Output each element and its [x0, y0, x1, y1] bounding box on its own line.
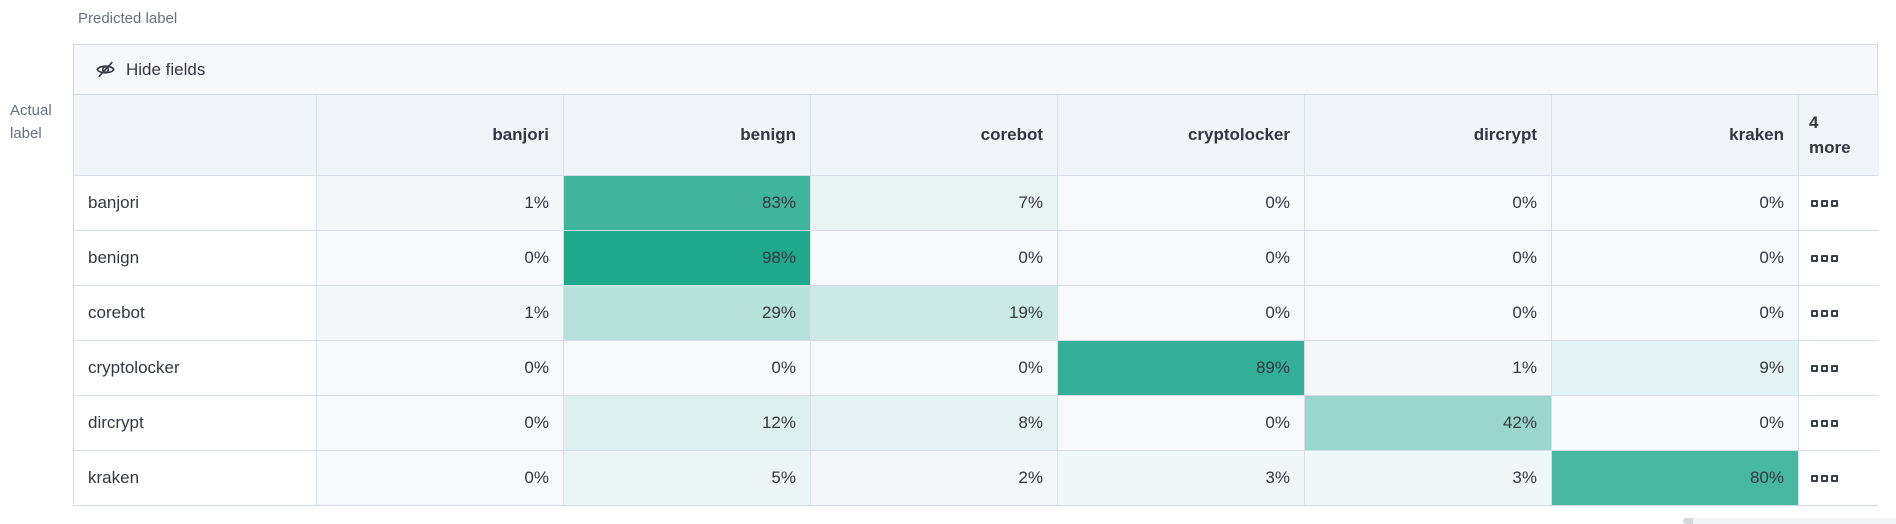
box-dot	[1821, 309, 1828, 317]
boxes-horizontal-icon[interactable]	[1799, 286, 1879, 340]
cell-kraken-kraken: 80%	[1552, 451, 1798, 505]
cell-cryptolocker-kraken: 9%	[1552, 341, 1798, 395]
row-label-banjori: banjori	[74, 176, 316, 230]
confusion-matrix-grid: banjori benign corebot cryptolocker dircrypt…	[74, 95, 1879, 505]
cell-dircrypt-kraken: 0%	[1552, 396, 1798, 450]
row-label-kraken: kraken	[74, 451, 316, 505]
box-dot	[1821, 419, 1828, 427]
cell-benign-corebot: 0%	[811, 231, 1057, 285]
scrollbar-thumb[interactable]	[1683, 518, 1693, 524]
column-header-kraken[interactable]: kraken	[1552, 95, 1798, 175]
boxes-horizontal-icon[interactable]	[1799, 396, 1879, 450]
cell-benign-kraken: 0%	[1552, 231, 1798, 285]
box-dot	[1811, 309, 1818, 317]
eye-closed-icon	[95, 59, 116, 80]
matrix-corner-cell	[74, 95, 316, 175]
cell-banjori-corebot: 7%	[811, 176, 1057, 230]
column-header-banjori[interactable]: banjori	[317, 95, 563, 175]
column-header-dircrypt[interactable]: dircrypt	[1305, 95, 1551, 175]
cell-benign-banjori: 0%	[317, 231, 563, 285]
cell-benign-benign: 98%	[564, 231, 810, 285]
cell-cryptolocker-banjori: 0%	[317, 341, 563, 395]
row-label-corebot: corebot	[74, 286, 316, 340]
box-dot	[1831, 364, 1838, 372]
cell-cryptolocker-cryptolocker: 89%	[1058, 341, 1304, 395]
hide-fields-button[interactable]: Hide fields	[74, 45, 1877, 95]
column-header-corebot[interactable]: corebot	[811, 95, 1057, 175]
box-dot	[1811, 364, 1818, 372]
cell-dircrypt-banjori: 0%	[317, 396, 563, 450]
cell-cryptolocker-corebot: 0%	[811, 341, 1057, 395]
box-dot	[1821, 364, 1828, 372]
cell-cryptolocker-benign: 0%	[564, 341, 810, 395]
confusion-matrix-panel: Hide fields banjori benign corebot cryptolo…	[73, 44, 1879, 506]
cell-kraken-corebot: 2%	[811, 451, 1057, 505]
cell-corebot-kraken: 0%	[1552, 286, 1798, 340]
cell-corebot-banjori: 1%	[317, 286, 563, 340]
box-dot	[1831, 474, 1838, 482]
row-label-dircrypt: dircrypt	[74, 396, 316, 450]
cell-dircrypt-benign: 12%	[564, 396, 810, 450]
cell-kraken-cryptolocker: 3%	[1058, 451, 1304, 505]
cell-kraken-banjori: 0%	[317, 451, 563, 505]
box-dot	[1821, 474, 1828, 482]
horizontal-scrollbar[interactable]	[1683, 518, 1896, 524]
boxes-horizontal-icon[interactable]	[1799, 341, 1879, 395]
box-dot	[1831, 199, 1838, 207]
column-header-benign[interactable]: benign	[564, 95, 810, 175]
cell-benign-cryptolocker: 0%	[1058, 231, 1304, 285]
box-dot	[1821, 254, 1828, 262]
hide-fields-label: Hide fields	[126, 59, 206, 79]
cell-dircrypt-cryptolocker: 0%	[1058, 396, 1304, 450]
cell-dircrypt-corebot: 8%	[811, 396, 1057, 450]
cell-corebot-cryptolocker: 0%	[1058, 286, 1304, 340]
column-header-cryptolocker[interactable]: cryptolocker	[1058, 95, 1304, 175]
boxes-horizontal-icon[interactable]	[1799, 176, 1879, 230]
box-dot	[1811, 474, 1818, 482]
row-label-cryptolocker: cryptolocker	[74, 341, 316, 395]
row-label-benign: benign	[74, 231, 316, 285]
boxes-horizontal-icon[interactable]	[1799, 451, 1879, 505]
cell-corebot-benign: 29%	[564, 286, 810, 340]
box-dot	[1831, 254, 1838, 262]
cell-banjori-banjori: 1%	[317, 176, 563, 230]
box-dot	[1821, 199, 1828, 207]
cell-cryptolocker-dircrypt: 1%	[1305, 341, 1551, 395]
cell-corebot-dircrypt: 0%	[1305, 286, 1551, 340]
box-dot	[1831, 419, 1838, 427]
cell-banjori-cryptolocker: 0%	[1058, 176, 1304, 230]
cell-kraken-benign: 5%	[564, 451, 810, 505]
cell-corebot-corebot: 19%	[811, 286, 1057, 340]
box-dot	[1811, 199, 1818, 207]
cell-kraken-dircrypt: 3%	[1305, 451, 1551, 505]
boxes-horizontal-icon[interactable]	[1799, 231, 1879, 285]
predicted-axis-label: Predicted label	[78, 10, 178, 27]
more-columns-header[interactable]: 4 more	[1799, 95, 1879, 175]
cell-banjori-kraken: 0%	[1552, 176, 1798, 230]
cell-dircrypt-dircrypt: 42%	[1305, 396, 1551, 450]
cell-banjori-dircrypt: 0%	[1305, 176, 1551, 230]
box-dot	[1831, 309, 1838, 317]
cell-benign-dircrypt: 0%	[1305, 231, 1551, 285]
cell-banjori-benign: 83%	[564, 176, 810, 230]
actual-axis-label: Actual label	[10, 102, 52, 142]
box-dot	[1811, 254, 1818, 262]
box-dot	[1811, 419, 1818, 427]
